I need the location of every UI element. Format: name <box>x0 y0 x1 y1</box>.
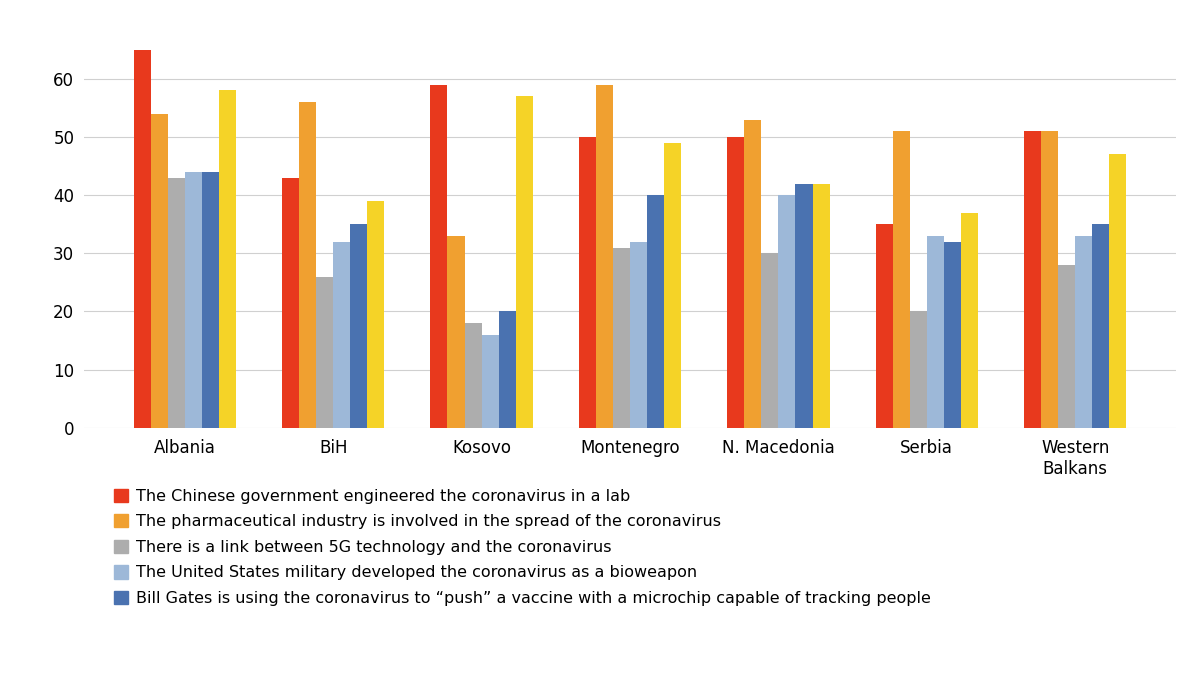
Bar <box>299 102 316 428</box>
Bar <box>893 131 910 428</box>
Bar <box>744 119 761 428</box>
Bar <box>944 241 961 428</box>
Bar <box>910 311 926 428</box>
Bar <box>578 137 596 428</box>
Bar <box>516 97 533 428</box>
Bar <box>876 224 893 428</box>
Bar <box>133 50 151 428</box>
Bar <box>647 195 664 428</box>
Bar <box>926 236 944 428</box>
Bar <box>761 253 779 428</box>
Bar <box>630 241 647 428</box>
Bar <box>185 172 202 428</box>
Bar <box>779 195 796 428</box>
Bar <box>613 248 630 428</box>
Bar <box>1024 131 1042 428</box>
Bar <box>481 335 499 428</box>
Bar <box>448 236 464 428</box>
Bar <box>664 143 682 428</box>
Bar <box>727 137 744 428</box>
Bar <box>1092 224 1109 428</box>
Bar <box>812 184 829 428</box>
Bar <box>596 85 613 428</box>
Bar <box>961 213 978 428</box>
Bar <box>464 323 481 428</box>
Bar <box>334 241 350 428</box>
Bar <box>796 184 812 428</box>
Bar <box>367 201 384 428</box>
Bar <box>151 114 168 428</box>
Bar <box>282 178 299 428</box>
Bar <box>1042 131 1058 428</box>
Legend: The Chinese government engineered the coronavirus in a lab, The pharmaceutical i: The Chinese government engineered the co… <box>114 489 931 606</box>
Bar <box>499 311 516 428</box>
Bar <box>218 90 236 428</box>
Bar <box>1075 236 1092 428</box>
Bar <box>316 277 334 428</box>
Bar <box>202 172 218 428</box>
Bar <box>1109 155 1127 428</box>
Bar <box>1058 265 1075 428</box>
Bar <box>168 178 185 428</box>
Bar <box>431 85 448 428</box>
Bar <box>350 224 367 428</box>
